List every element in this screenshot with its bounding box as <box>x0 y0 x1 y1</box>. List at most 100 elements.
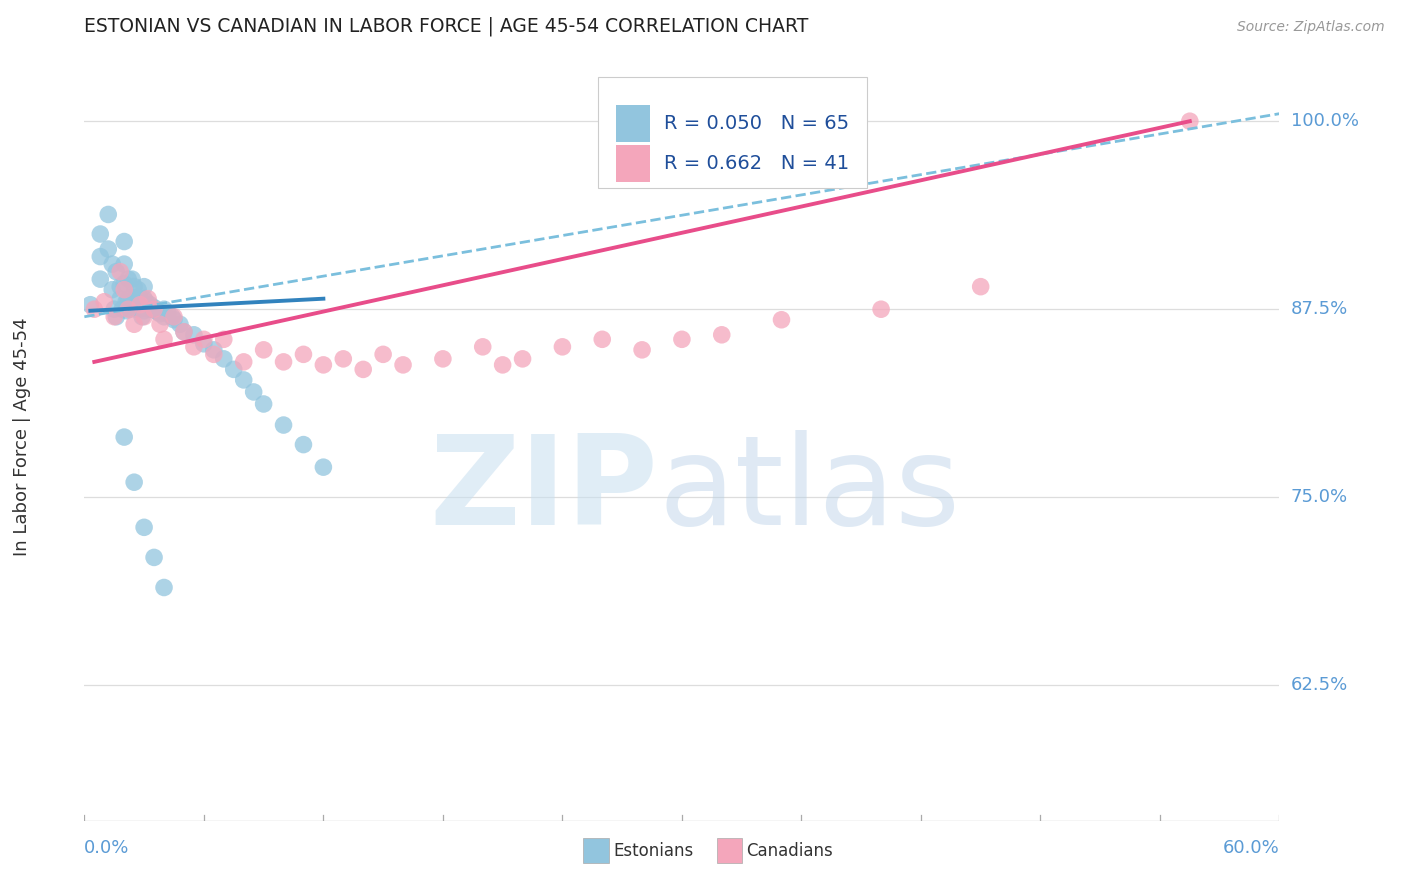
Point <box>222 362 245 376</box>
Point <box>125 302 148 317</box>
Text: 75.0%: 75.0% <box>1291 488 1348 507</box>
Point <box>173 325 195 339</box>
Text: ZIP: ZIP <box>429 430 658 551</box>
Point <box>103 302 125 317</box>
Point <box>122 318 145 332</box>
Point <box>136 292 159 306</box>
FancyBboxPatch shape <box>599 77 868 188</box>
Point <box>132 279 156 293</box>
Point <box>163 312 186 326</box>
Point <box>352 362 374 376</box>
Point <box>551 340 574 354</box>
Point <box>392 358 415 372</box>
Point <box>139 298 162 312</box>
Point <box>253 343 276 357</box>
Point <box>101 283 124 297</box>
Point <box>153 310 176 324</box>
Point <box>149 318 172 332</box>
Point <box>101 257 124 271</box>
Point <box>120 302 142 317</box>
Point <box>232 373 254 387</box>
Point <box>193 332 215 346</box>
Point <box>273 418 295 433</box>
Point <box>115 294 138 309</box>
Point <box>169 318 191 332</box>
Text: Source: ZipAtlas.com: Source: ZipAtlas.com <box>1237 20 1385 34</box>
Point <box>132 303 156 318</box>
Point <box>710 327 733 342</box>
Point <box>79 298 101 312</box>
Point <box>157 307 180 321</box>
Text: ESTONIAN VS CANADIAN IN LABOR FORCE | AGE 45-54 CORRELATION CHART: ESTONIAN VS CANADIAN IN LABOR FORCE | AG… <box>84 16 808 36</box>
Point <box>135 294 157 309</box>
Point <box>83 302 105 317</box>
Point <box>97 242 120 256</box>
Text: 100.0%: 100.0% <box>1291 112 1358 130</box>
Point <box>122 279 145 293</box>
Point <box>127 283 149 297</box>
Point <box>212 351 235 366</box>
Point <box>153 302 176 317</box>
Point <box>312 358 335 372</box>
Point <box>117 272 139 286</box>
Point <box>89 250 111 264</box>
Point <box>110 279 132 293</box>
Point <box>312 460 335 475</box>
Point <box>112 430 135 444</box>
Point <box>105 310 128 324</box>
Point <box>212 332 235 346</box>
Point <box>193 336 215 351</box>
Point <box>103 310 125 324</box>
Point <box>112 235 135 249</box>
Point <box>432 351 454 366</box>
Point <box>153 581 176 595</box>
Point <box>146 305 169 319</box>
Point <box>121 290 143 304</box>
Point <box>112 283 135 297</box>
Point <box>153 332 176 346</box>
Point <box>105 265 128 279</box>
Point <box>121 272 143 286</box>
Point <box>253 397 276 411</box>
Point <box>93 294 115 309</box>
Point <box>591 332 613 346</box>
Point <box>770 312 793 326</box>
Point <box>160 310 183 324</box>
Point <box>122 298 145 312</box>
Point <box>129 292 152 306</box>
Text: atlas: atlas <box>658 430 960 551</box>
Bar <box>616 105 650 143</box>
Point <box>136 302 159 317</box>
Text: R = 0.662   N = 41: R = 0.662 N = 41 <box>664 153 849 173</box>
Point <box>373 347 395 361</box>
Text: R = 0.050   N = 65: R = 0.050 N = 65 <box>664 114 849 134</box>
Point <box>163 310 186 324</box>
Point <box>149 307 172 321</box>
Point <box>89 272 111 286</box>
Point <box>131 310 153 324</box>
Point <box>631 343 654 357</box>
Point <box>145 303 167 318</box>
Point <box>129 298 152 312</box>
Text: Canadians: Canadians <box>747 842 834 860</box>
Point <box>110 265 132 279</box>
Text: 87.5%: 87.5% <box>1291 301 1348 318</box>
Point <box>115 303 138 318</box>
Text: 62.5%: 62.5% <box>1291 676 1348 694</box>
Point <box>97 207 120 221</box>
Bar <box>616 145 650 182</box>
Point <box>471 340 494 354</box>
Point <box>202 343 225 357</box>
Point <box>117 302 139 317</box>
Text: 60.0%: 60.0% <box>1223 838 1279 856</box>
Point <box>117 292 139 306</box>
Point <box>671 332 693 346</box>
Point <box>332 351 354 366</box>
Point <box>273 355 295 369</box>
Point <box>183 327 205 342</box>
Point <box>141 302 163 317</box>
Point <box>129 302 152 317</box>
Point <box>202 347 225 361</box>
Point <box>143 550 166 565</box>
Point <box>112 277 135 291</box>
